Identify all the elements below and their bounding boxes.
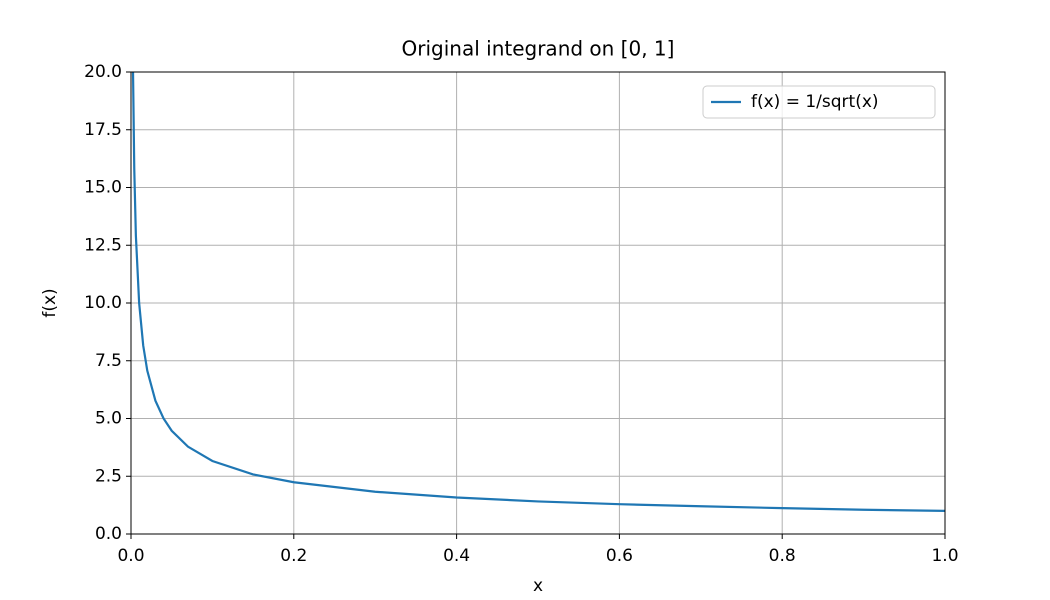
legend-label: f(x) = 1/sqrt(x)	[751, 92, 879, 112]
y-tick-label: 0.0	[95, 524, 122, 544]
y-tick-label: 20.0	[84, 62, 122, 82]
y-tick-label: 12.5	[84, 235, 122, 255]
y-tick-label: 5.0	[95, 409, 122, 429]
data-line	[131, 72, 945, 512]
x-tick-label: 0.4	[443, 546, 470, 566]
x-tick-label: 0.6	[606, 546, 633, 566]
y-tick-label: 17.5	[84, 120, 122, 140]
chart-title: Original integrand on [0, 1]	[402, 37, 675, 61]
plot-area	[131, 72, 945, 512]
legend-box	[702, 85, 936, 119]
y-tick-label: 7.5	[95, 351, 122, 371]
y-axis-label: f(x)	[40, 288, 60, 317]
y-tick-label: 10.0	[84, 293, 122, 313]
x-tick-label: 0.0	[117, 546, 144, 566]
x-tick-label: 1.0	[931, 546, 958, 566]
y-tick-label: 2.5	[95, 466, 122, 486]
x-tick-label: 0.2	[280, 546, 307, 566]
x-tick-label: 0.8	[769, 546, 796, 566]
axes-frame	[130, 71, 946, 535]
y-tick-label: 15.0	[84, 178, 122, 198]
x-axis-label: x	[533, 576, 543, 596]
